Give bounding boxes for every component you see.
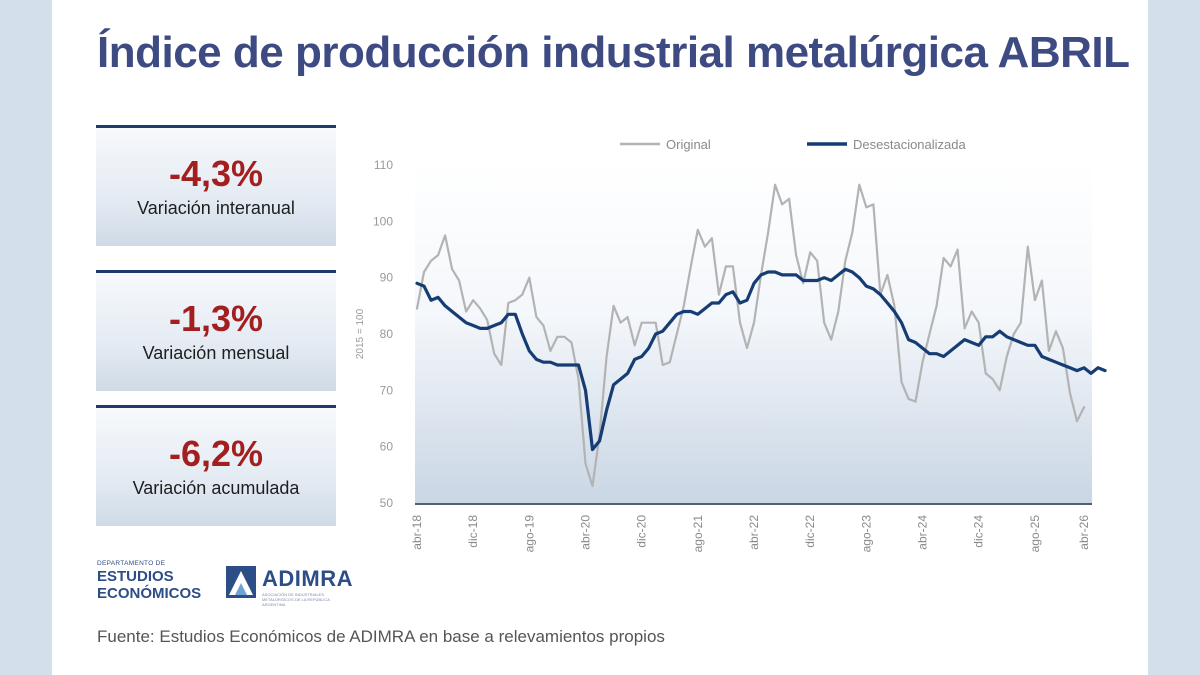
plot-area	[415, 160, 1092, 503]
x-tick-label: abr-22	[747, 515, 761, 550]
kpi-card-acumulada: -6,2% Variación acumulada	[96, 405, 336, 526]
y-tick-label: 60	[380, 440, 394, 454]
kpi-value: -4,3%	[168, 153, 264, 194]
legend-original-label: Original	[666, 137, 711, 152]
y-tick-label: 80	[380, 327, 394, 341]
kpi-label: Variación mensual	[142, 343, 290, 363]
x-tick-label: dic-22	[803, 515, 817, 548]
y-axis-label: 2015 = 100	[355, 308, 366, 359]
page-title: Índice de producción industrial metalúrg…	[97, 28, 1130, 77]
x-tick-label: ago-23	[859, 515, 873, 553]
infographic-card: Índice de producción industrial metalúrg…	[52, 0, 1148, 675]
y-tick-label: 90	[380, 271, 394, 285]
y-tick-label: 100	[373, 214, 393, 228]
x-tick-label: abr-26	[1077, 515, 1091, 550]
y-tick-label: 110	[374, 158, 393, 172]
y-tick-label: 70	[380, 383, 394, 397]
series-line-original	[415, 183, 1086, 488]
x-tick-label: ago-25	[1028, 515, 1042, 553]
x-tick-label: abr-24	[916, 515, 930, 550]
series-line-desestacionalizada	[415, 267, 1107, 452]
dept-line1: ESTUDIOS	[97, 568, 174, 585]
x-tick-label: abr-20	[579, 515, 593, 550]
kpi-value: -6,2%	[168, 433, 264, 474]
line-chart: 50 60 70 80 90 100 110 2015 = 100 abr-18 dic-18 ag…	[355, 137, 1107, 553]
x-tick-label: dic-20	[635, 515, 649, 548]
kpi-label: Variación acumulada	[132, 478, 300, 498]
dept-line2: ECONÓMICOS	[97, 585, 202, 602]
x-tick-label: dic-24	[972, 515, 986, 548]
x-tick-label: ago-19	[522, 515, 536, 553]
adimra-subtitle: ASOCIACIÓN DE INDUSTRIALES METALÚRGICOS …	[262, 592, 330, 607]
estudios-economicos-logo: DEPARTAMENTO DE ESTUDIOS ECONÓMICOS	[97, 560, 201, 602]
x-tick-label: dic-18	[466, 515, 480, 548]
dept-small-text: DEPARTAMENTO DE	[97, 560, 166, 567]
adimra-mark-icon	[226, 566, 256, 598]
adimra-name: ADIMRA	[262, 566, 353, 591]
y-tick-label: 50	[380, 496, 394, 510]
x-tick-label: abr-18	[410, 515, 424, 550]
kpi-label: Variación interanual	[137, 198, 295, 218]
legend-desestacionalizada-label: Desestacionalizada	[853, 137, 967, 152]
kpi-card-mensual: -1,3% Variación mensual	[96, 270, 336, 391]
kpi-card-interanual: -4,3% Variación interanual	[96, 125, 336, 246]
kpi-value: -1,3%	[168, 298, 264, 339]
source-note: Fuente: Estudios Económicos de ADIMRA en…	[97, 627, 665, 646]
x-tick-label: ago-21	[691, 515, 705, 553]
